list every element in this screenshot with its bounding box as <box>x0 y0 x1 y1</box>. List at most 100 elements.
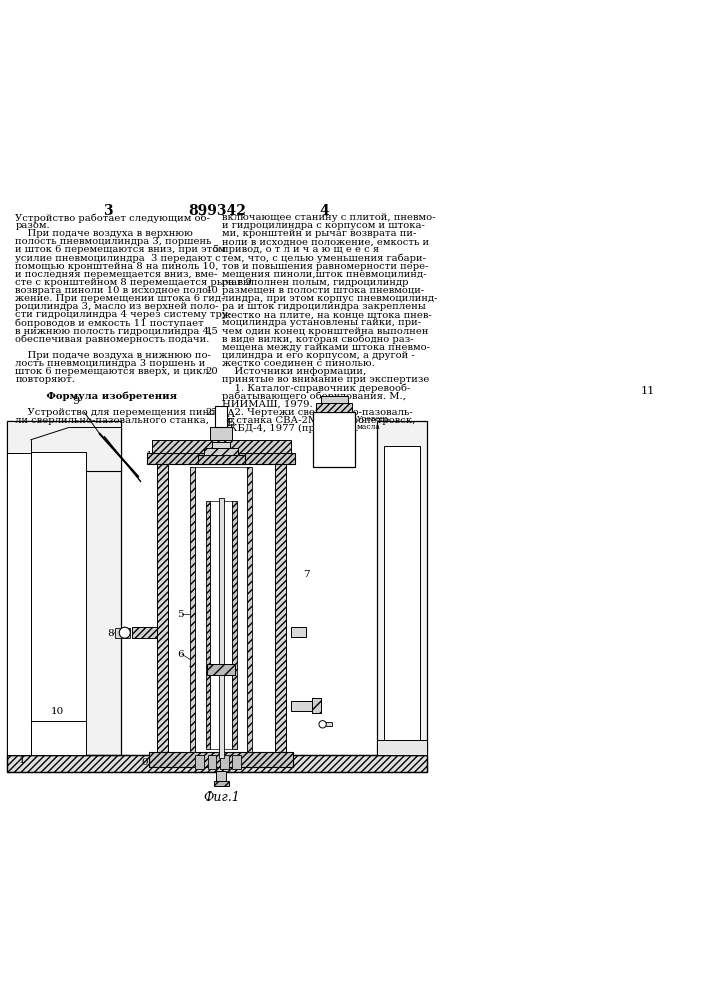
Bar <box>247 467 252 752</box>
Bar <box>313 412 355 467</box>
Text: ли сверлильно-пазовального станка,: ли сверлильно-пазовального станка, <box>16 416 209 425</box>
Bar <box>7 421 121 471</box>
Bar <box>204 448 238 455</box>
Text: разом.: разом. <box>16 221 50 230</box>
Bar <box>214 781 228 786</box>
Text: жение. При перемещении штока 6 гид-: жение. При перемещении штока 6 гид- <box>16 294 225 303</box>
Text: ноли в исходное положение, емкость и: ноли в исходное положение, емкость и <box>223 237 430 246</box>
Bar <box>198 455 245 464</box>
Bar <box>7 755 427 772</box>
Text: и шток 6 перемещаются вниз, при этом: и шток 6 перемещаются вниз, при этом <box>16 245 226 254</box>
Text: возврата пиноли 10 в исходное поло-: возврата пиноли 10 в исходное поло- <box>16 286 211 295</box>
Bar <box>148 453 295 464</box>
Text: 8: 8 <box>107 629 114 638</box>
Text: роцилиндра 3, масло из верхней поло-: роцилиндра 3, масло из верхней поло- <box>16 302 219 311</box>
Circle shape <box>119 627 130 638</box>
Text: ра выполнен полым, гидроцилиндр: ра выполнен полым, гидроцилиндр <box>223 278 409 287</box>
Text: 10: 10 <box>50 707 64 716</box>
Text: 7: 7 <box>303 570 310 579</box>
Text: сти гидроцилиндра 4 через систему тру-: сти гидроцилиндра 4 через систему тру- <box>16 310 231 319</box>
Bar <box>195 755 204 769</box>
Bar <box>377 740 427 755</box>
Bar <box>212 442 230 448</box>
Text: 0: 0 <box>141 758 148 767</box>
Text: ми, кронштейн и рычаг возврата пи-: ми, кронштейн и рычаг возврата пи- <box>223 229 417 238</box>
Bar <box>210 501 233 749</box>
Bar <box>206 501 210 749</box>
Text: полость пневмоцилиндра 3, поршень: полость пневмоцилиндра 3, поршень <box>16 237 212 246</box>
Text: Уровень: Уровень <box>357 415 390 423</box>
Text: и последняя перемещается вниз, вме-: и последняя перемещается вниз, вме- <box>16 270 218 279</box>
Text: Устройство работает следующим об-: Устройство работает следующим об- <box>16 213 210 223</box>
Text: 15: 15 <box>205 327 218 336</box>
Text: ра и шток гидроцилиндра закреплены: ра и шток гидроцилиндра закреплены <box>223 302 426 311</box>
Text: помощью кронштейна 8 на пиноль 10,: помощью кронштейна 8 на пиноль 10, <box>16 262 219 271</box>
Bar <box>149 752 293 767</box>
Bar <box>7 453 30 755</box>
Bar <box>152 440 291 453</box>
Text: тов и повышения равномерности пере-: тов и повышения равномерности пере- <box>223 262 429 271</box>
Text: СКБД-4, 1977 (прототип).: СКБД-4, 1977 (прототип). <box>223 424 359 433</box>
Text: 2: 2 <box>185 758 191 767</box>
Text: обеспечивая равномерность подачи.: обеспечивая равномерность подачи. <box>16 335 210 344</box>
Bar <box>220 755 228 769</box>
Text: 1: 1 <box>18 756 25 765</box>
Circle shape <box>319 721 327 728</box>
Text: принятые во внимание при экспертизе: принятые во внимание при экспертизе <box>223 375 430 384</box>
Text: го станка СВА-2М. Днепропетровск,: го станка СВА-2М. Днепропетровск, <box>223 416 416 425</box>
Text: шток 6 перемещаются вверх, и цикл: шток 6 перемещаются вверх, и цикл <box>16 367 209 376</box>
Text: усилие пневмоцилиндра  3 передают с: усилие пневмоцилиндра 3 передают с <box>16 254 221 263</box>
Text: лость пневмоцилиндра 3 поршень и: лость пневмоцилиндра 3 поршень и <box>16 359 206 368</box>
Text: бопроводов и емкость 11 поступает: бопроводов и емкость 11 поступает <box>16 318 204 328</box>
Text: мещена между гайками штока пневмо-: мещена между гайками штока пневмо- <box>223 343 431 352</box>
Text: A: A <box>226 409 234 419</box>
Bar <box>312 698 322 713</box>
Bar <box>291 701 312 711</box>
Bar <box>384 446 420 741</box>
Bar <box>190 467 195 752</box>
Bar <box>168 464 275 755</box>
Text: Устройство для перемещения пино-: Устройство для перемещения пино- <box>16 408 219 417</box>
Bar <box>233 501 237 749</box>
Bar <box>210 427 233 440</box>
Text: НИИМАШ, 1979.: НИИМАШ, 1979. <box>223 400 313 409</box>
Text: и гидроцилиндра с корпусом и штока-: и гидроцилиндра с корпусом и штока- <box>223 221 426 230</box>
Bar <box>218 498 223 758</box>
Text: цилиндра и его корпусом, а другой -: цилиндра и его корпусом, а другой - <box>223 351 415 360</box>
Text: 11: 11 <box>641 386 655 396</box>
Bar <box>207 664 235 675</box>
Text: жестко соединен с пинолью.: жестко соединен с пинолью. <box>223 359 375 368</box>
Text: размещен в полости штока пневмоци-: размещен в полости штока пневмоци- <box>223 286 425 295</box>
Text: 5: 5 <box>212 245 218 254</box>
Text: включающее станину с плитой, пневмо-: включающее станину с плитой, пневмо- <box>223 213 436 222</box>
Text: Формула изобретения: Формула изобретения <box>16 391 177 401</box>
Text: тем, что, с целью уменьшения габари-: тем, что, с целью уменьшения габари- <box>223 254 426 263</box>
Text: мещения пиноли,шток пневмоцилинд-: мещения пиноли,шток пневмоцилинд- <box>223 270 427 279</box>
Text: 5: 5 <box>177 610 184 619</box>
Text: повторяют.: повторяют. <box>16 375 75 384</box>
Bar <box>208 755 216 769</box>
Text: привод, о т л и ч а ю щ е е с я: привод, о т л и ч а ю щ е е с я <box>223 245 380 254</box>
Bar <box>275 464 286 755</box>
Text: 10: 10 <box>205 286 218 295</box>
Bar <box>30 452 86 721</box>
Text: в нижнюю полость гидроцилиндра 4,: в нижнюю полость гидроцилиндра 4, <box>16 327 213 336</box>
Text: 899342: 899342 <box>188 204 246 218</box>
Bar <box>216 771 226 783</box>
Bar <box>30 721 86 755</box>
Bar <box>215 406 228 427</box>
Text: Источники информации,: Источники информации, <box>223 367 367 376</box>
Bar <box>115 628 130 638</box>
Text: в виде вилки, которая свободно раз-: в виде вилки, которая свободно раз- <box>223 335 414 344</box>
Text: 1. Каталог-справочник деревооб-: 1. Каталог-справочник деревооб- <box>223 383 411 393</box>
Text: жестко на плите, на конце штока пнев-: жестко на плите, на конце штока пнев- <box>223 310 432 319</box>
Text: Б: Б <box>226 418 234 428</box>
Text: моцилиндра установлены гайки, при-: моцилиндра установлены гайки, при- <box>223 318 421 327</box>
Bar <box>291 627 306 637</box>
Bar <box>7 755 427 772</box>
Bar <box>317 403 352 412</box>
Text: линдра, при этом корпус пневмоцилинд-: линдра, при этом корпус пневмоцилинд- <box>223 294 438 303</box>
Bar <box>320 722 332 726</box>
Text: При подаче воздуха в верхнюю: При подаче воздуха в верхнюю <box>16 229 193 238</box>
Bar <box>7 421 121 755</box>
